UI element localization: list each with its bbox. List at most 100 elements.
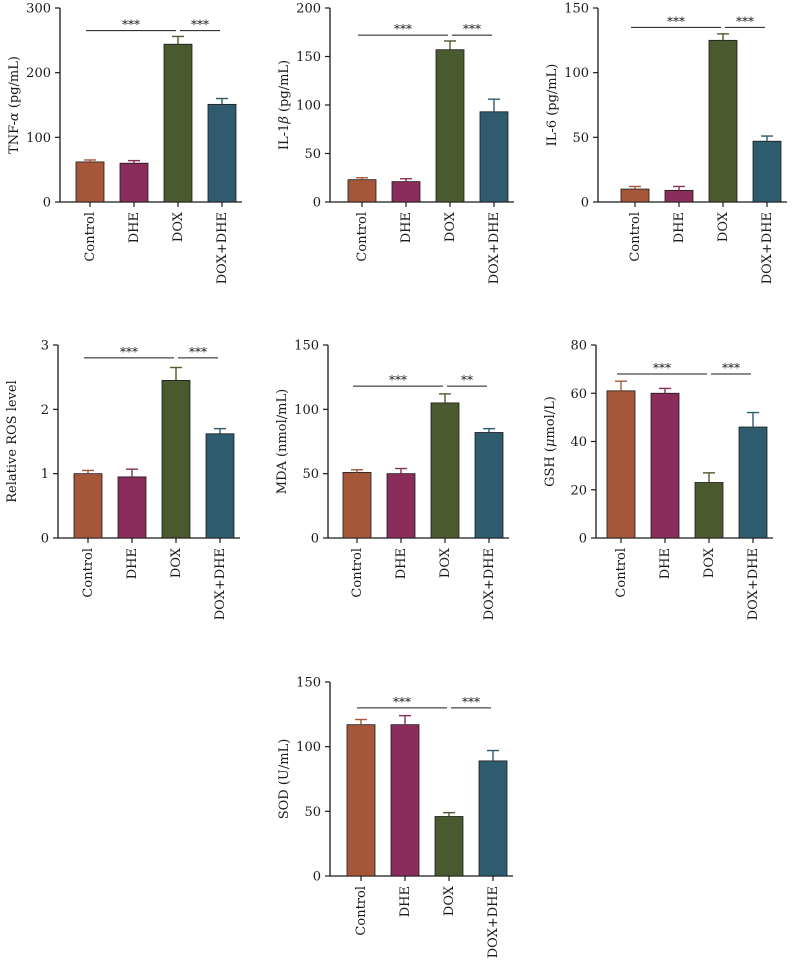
- bar-control: [75, 161, 105, 203]
- significance-label: ***: [191, 18, 209, 32]
- chart-gsh: 0 20 40 60 80 GSH (μmol/L) Control DHE DOX DOX+DH…: [543, 339, 773, 620]
- bar-dox: [694, 482, 724, 539]
- bar-dox-plus-dhe: [752, 140, 782, 203]
- chart-il6: 0 50 100 150 IL-6 (pg/mL) Control DHE DOX DOX+DH…: [545, 2, 787, 284]
- bar-dox: [430, 402, 460, 539]
- y-tick-label: 50: [302, 467, 319, 482]
- y-tick-label: 0: [313, 870, 321, 885]
- y-tick-label: 60: [570, 387, 587, 402]
- chart-sod: 0 50 100 150 SOD (U/mL) Control DHE DOX DOX+DHE *…: [277, 676, 513, 958]
- significance-label: ***: [393, 695, 411, 709]
- bar-dhe: [390, 724, 420, 877]
- bar-dox-plus-dhe: [474, 432, 504, 539]
- y-axis-label-part: μ: [543, 439, 558, 447]
- y-axis-label-part: GSH (: [543, 447, 558, 487]
- y-axis-label-part: TNF-: [7, 121, 22, 154]
- bar-dox: [435, 49, 465, 203]
- y-tick-label: 0: [313, 196, 321, 211]
- y-axis-label-part: Relative ROS level: [5, 380, 20, 502]
- category-label: DOX: [442, 885, 457, 916]
- y-axis-label: Relative ROS level: [5, 380, 20, 502]
- category-label: DOX: [702, 547, 717, 578]
- category-label: Control: [83, 212, 98, 262]
- category-label: Control: [628, 212, 643, 262]
- bar-dox-plus-dhe: [479, 111, 509, 203]
- y-axis-label-part: (pg/mL): [7, 56, 22, 112]
- bar-control: [606, 390, 636, 539]
- category-label: Control: [350, 548, 365, 598]
- category-label: DOX: [716, 211, 731, 242]
- y-axis-label: IL-6 (pg/mL): [545, 64, 560, 147]
- y-axis-label: MDA (nmol/mL): [275, 389, 290, 494]
- category-label: DHE: [394, 548, 409, 579]
- category-label: DOX+DHE: [213, 548, 228, 620]
- y-tick-label: 3: [41, 339, 49, 354]
- y-tick-label: 0: [41, 532, 49, 547]
- y-tick-label: 80: [570, 339, 587, 354]
- y-tick-label: 2: [41, 403, 49, 418]
- y-tick-label: 0: [311, 532, 319, 547]
- category-label: DOX+DHE: [746, 548, 761, 620]
- y-tick-label: 300: [26, 2, 51, 17]
- category-label: DHE: [399, 212, 414, 243]
- y-tick-label: 100: [294, 403, 319, 418]
- y-tick-label: 200: [26, 66, 51, 81]
- category-label: DOX: [438, 547, 453, 578]
- bar-dox: [161, 379, 191, 539]
- y-axis-label: IL-1β (pg/mL): [277, 60, 292, 150]
- category-label: DOX+DHE: [487, 212, 502, 284]
- bar-dhe: [664, 189, 694, 203]
- significance-label: ***: [122, 18, 140, 32]
- category-label: DOX+DHE: [215, 212, 230, 284]
- significance-label: ***: [189, 345, 207, 359]
- y-tick-label: 200: [296, 2, 321, 17]
- significance-label: ***: [722, 361, 740, 375]
- y-tick-label: 150: [294, 339, 319, 354]
- y-tick-label: 50: [304, 805, 321, 820]
- y-tick-label: 0: [581, 196, 589, 211]
- y-tick-label: 100: [564, 66, 589, 81]
- bar-dox-plus-dhe: [738, 426, 768, 539]
- y-axis-label: SOD (U/mL): [277, 739, 292, 820]
- y-tick-label: 150: [296, 50, 321, 65]
- y-tick-label: 40: [570, 435, 587, 450]
- bar-dox-plus-dhe: [478, 760, 508, 877]
- category-label: DOX: [443, 211, 458, 242]
- chart-il1b: 0 50 100 150 200 IL-1β (pg/mL) Control DHE DOX DO…: [277, 2, 514, 284]
- significance-label: ***: [653, 361, 671, 375]
- chart-mda: 0 50 100 150 MDA (nmol/mL) Control DHE DOX DOX+D…: [275, 339, 509, 620]
- significance-label: ***: [463, 22, 481, 36]
- category-label: DHE: [125, 548, 140, 579]
- significance-label: ***: [462, 695, 480, 709]
- category-label: DOX+DHE: [760, 212, 775, 284]
- category-label: Control: [81, 548, 96, 598]
- bar-control: [73, 473, 103, 539]
- bar-dhe: [391, 181, 421, 203]
- y-axis-label-part: IL-1: [277, 124, 292, 150]
- bar-control: [347, 179, 377, 203]
- y-tick-label: 50: [304, 147, 321, 162]
- bar-dox-plus-dhe: [205, 433, 235, 539]
- bar-control: [346, 724, 376, 877]
- significance-label: **: [461, 373, 473, 387]
- bar-dox: [708, 39, 738, 203]
- y-tick-label: 0: [43, 196, 51, 211]
- category-label: Control: [355, 212, 370, 262]
- y-tick-label: 20: [570, 483, 587, 498]
- y-tick-label: 1: [41, 467, 49, 482]
- category-label: DHE: [672, 212, 687, 243]
- bar-dox-plus-dhe: [207, 103, 237, 203]
- bar-dhe: [650, 392, 680, 539]
- y-axis-label-part: α: [7, 112, 22, 121]
- bar-dox: [434, 816, 464, 877]
- category-label: DHE: [398, 886, 413, 917]
- significance-label: ***: [667, 14, 685, 28]
- significance-label: ***: [736, 14, 754, 28]
- significance-label: ***: [394, 22, 412, 36]
- bar-dhe: [117, 476, 147, 539]
- chart-ros: 0 1 2 3 Relative ROS level Control DHE DOX DOX+D…: [5, 339, 240, 620]
- y-axis-label-part: SOD (U/mL): [277, 739, 292, 820]
- bar-control: [620, 188, 650, 203]
- y-tick-label: 150: [296, 676, 321, 691]
